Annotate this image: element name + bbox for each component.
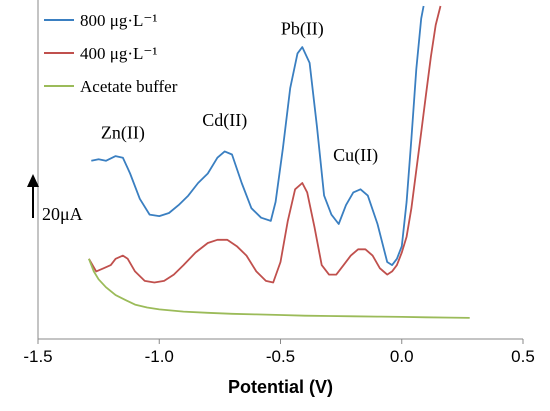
series-layer	[88, 5, 470, 319]
peak-label-1: Cd(II)	[202, 110, 247, 131]
series-line-2	[88, 258, 470, 319]
x-tick-label-0: -1.5	[23, 347, 52, 366]
series-line-1	[88, 5, 442, 284]
x-tick-label-2: -0.5	[266, 347, 295, 366]
legend: 800 μg·L⁻¹ 400 μg·L⁻¹ Acetate buffer	[44, 11, 178, 96]
annotations: Zn(II) Cd(II) Pb(II) Cu(II)	[101, 18, 378, 165]
x-tick-label-4: 0.5	[511, 347, 535, 366]
peak-label-2: Pb(II)	[281, 18, 324, 39]
x-axis-title: Potential (V)	[228, 377, 333, 397]
series-line-0	[91, 5, 425, 266]
peak-label-0: Zn(II)	[101, 123, 145, 144]
legend-label-2: Acetate buffer	[80, 77, 178, 96]
x-tick-label-1: -1.0	[145, 347, 174, 366]
legend-label-1: 400 μg·L⁻¹	[80, 44, 157, 63]
legend-label-0: 800 μg·L⁻¹	[80, 11, 157, 30]
x-tick-label-3: 0.0	[390, 347, 414, 366]
scale-bar-arrowhead	[27, 174, 39, 187]
axes: -1.5 -1.0 -0.5 0.0 0.5 Potential (V) 20μA	[23, 0, 535, 397]
peak-label-3: Cu(II)	[333, 145, 378, 166]
scale-bar-label: 20μA	[42, 204, 83, 224]
